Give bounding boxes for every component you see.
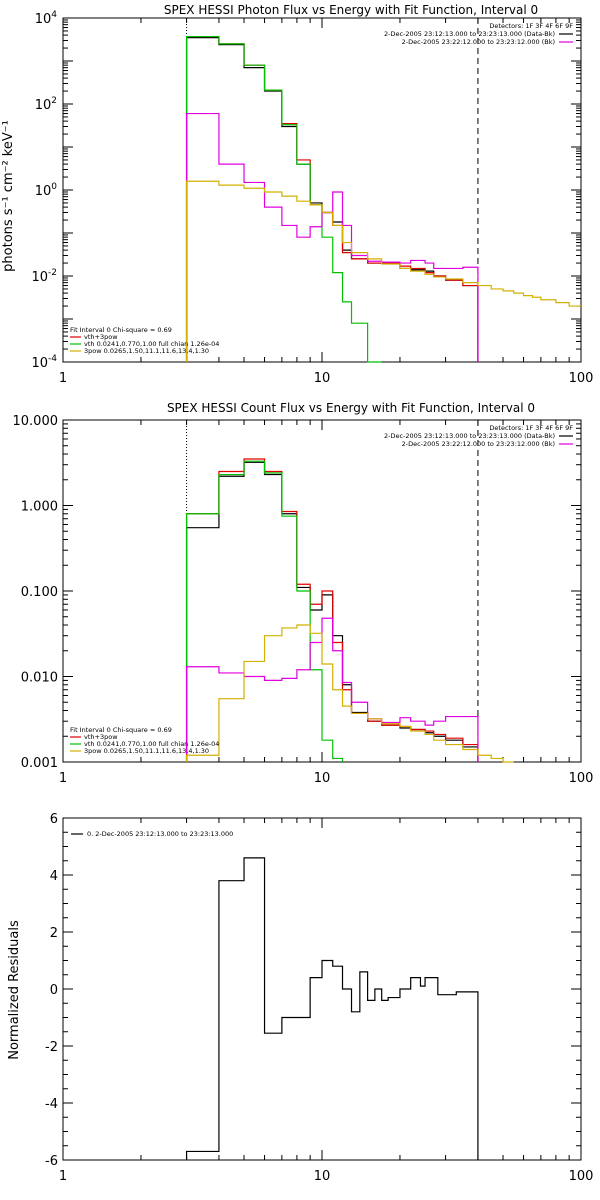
chart-title: SPEX HESSI Photon Flux vs Energy with Fi… — [164, 3, 538, 17]
x-tick-label: 100 — [569, 771, 594, 786]
y-axis-label: photons s⁻¹ cm⁻² keV⁻¹ — [1, 120, 16, 272]
legend-text: vth 0.0241,0.770,1.00 full chian 1.26e-0… — [84, 340, 219, 348]
data-series — [185, 857, 479, 1160]
plot-frame — [62, 17, 582, 363]
data-series — [185, 460, 344, 762]
x-tick-label: 1 — [59, 1169, 67, 1184]
x-tick-label: 10 — [314, 771, 331, 786]
y-tick-label: 0.100 — [21, 585, 58, 600]
legend-text: 3pow 0.0265,1.50,11.1,11.6,13.4,1.30 — [84, 347, 209, 355]
y-tick-label: 104 — [35, 10, 58, 27]
data-series — [185, 458, 479, 762]
y-tick-label: -2 — [45, 1040, 58, 1055]
y-tick-label: -6 — [45, 1154, 58, 1169]
legend-text: 2-Dec-2005 23:22:12.000 to 23:23:12.000 … — [402, 440, 555, 448]
legend-text: 0. 2-Dec-2005 23:12:13.000 to 23:23:13.0… — [87, 830, 233, 838]
legend-text: 3pow 0.0265,1.50,11.1,11.6,13.4,1.30 — [84, 747, 209, 755]
y-tick-label: 100 — [35, 182, 58, 199]
legend-text: Detectors: 1F 3F 4F 6F 9F — [489, 22, 573, 30]
y-tick-label: -4 — [45, 1097, 58, 1112]
legend-text: 2-Dec-2005 23:12:13.000 to 23:23:13.000 … — [384, 30, 555, 38]
y-tick-label: 102 — [35, 96, 57, 113]
chart-title: SPEX HESSI Count Flux vs Energy with Fit… — [167, 401, 535, 415]
y-tick-label: 10.000 — [13, 414, 59, 429]
residuals-panel: Normalized Residuals 1 10 100 -6 -4 -2 0 2 4 6 0. … — [7, 812, 593, 1184]
x-tick-label: 10 — [314, 1169, 331, 1184]
data-series — [185, 617, 479, 762]
legend-text: vth+3pow — [84, 733, 118, 741]
x-tick-label: 1 — [59, 371, 67, 386]
x-tick-label: 100 — [569, 371, 594, 386]
y-tick-label: 0 — [50, 983, 58, 998]
y-tick-label: 1.000 — [21, 500, 58, 515]
data-series — [185, 624, 514, 763]
y-tick-label: 0.010 — [21, 671, 58, 686]
x-tick-label: 1 — [59, 771, 67, 786]
x-tick-label: 100 — [569, 1169, 594, 1184]
data-series — [185, 180, 581, 362]
legend-text: Fit Interval 0 Chi-square = 0.69 — [70, 726, 172, 734]
y-axis-label: Normalized Residuals — [7, 920, 22, 1060]
count-flux-panel: SPEX HESSI Count Flux vs Energy with Fit… — [13, 401, 594, 786]
data-series — [185, 35, 382, 363]
legend-text: 2-Dec-2005 23:12:13.000 to 23:23:13.000 … — [384, 432, 555, 440]
x-tick-label: 10 — [314, 371, 331, 386]
y-tick-label: 6 — [50, 812, 58, 827]
photon-flux-panel: SPEX HESSI Photon Flux vs Energy with Fi… — [1, 3, 593, 386]
legend-text: 2-Dec-2005 23:22:12.000 to 23:23:12.000 … — [402, 38, 555, 46]
legend-text: Detectors: 1F 3F 4F 6F 9F — [489, 424, 573, 432]
legend-text: vth+3pow — [84, 333, 118, 341]
y-tick-label: 10-2 — [31, 268, 57, 285]
y-tick-label: 0.001 — [21, 756, 58, 771]
plot-frame — [62, 817, 582, 1161]
y-tick-label: 2 — [50, 926, 58, 941]
y-tick-label: 10-4 — [31, 354, 57, 371]
y-tick-label: 4 — [50, 869, 58, 884]
legend-text: vth 0.0241,0.770,1.00 full chian 1.26e-0… — [84, 740, 219, 748]
legend-text: Fit Interval 0 Chi-square = 0.69 — [70, 326, 172, 334]
